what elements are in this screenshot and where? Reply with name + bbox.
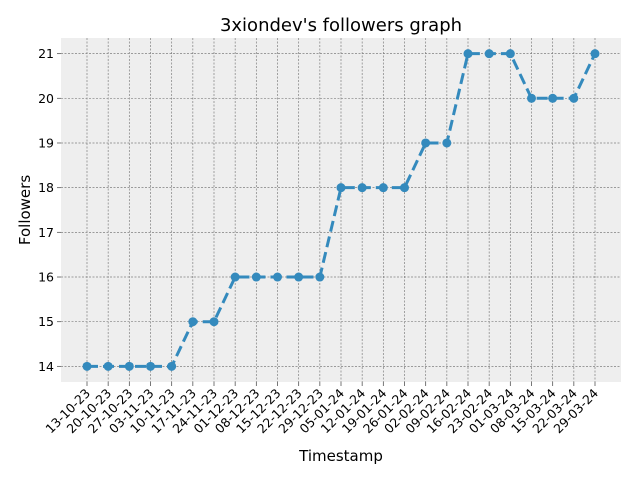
data-point — [273, 272, 282, 282]
data-point — [124, 361, 134, 371]
data-point — [188, 317, 198, 327]
data-point — [484, 49, 494, 59]
data-point — [463, 49, 473, 59]
data-point — [527, 93, 536, 103]
y-tick-label: 16 — [38, 270, 54, 285]
data-point — [505, 49, 515, 59]
y-tick-label: 20 — [38, 91, 54, 106]
data-point — [103, 361, 113, 371]
y-tick-label: 18 — [38, 180, 54, 195]
y-tick-label: 21 — [38, 46, 54, 61]
data-point — [590, 49, 600, 59]
grid-lines — [61, 38, 621, 382]
data-point — [146, 361, 155, 371]
data-point — [82, 361, 92, 371]
data-point — [421, 138, 431, 148]
y-tick-labels: 14 15 16 17 18 19 20 21 — [38, 46, 54, 374]
x-tick-labels: 13-10-2320-10-2327-10-2303-11-2310-11-23… — [42, 385, 601, 436]
data-point — [569, 93, 579, 103]
data-point — [251, 272, 261, 282]
data-point — [336, 183, 346, 193]
chart-title: 3xiondev's followers graph — [220, 15, 462, 36]
data-point — [357, 183, 367, 193]
y-tick-label: 17 — [38, 225, 54, 240]
tick-marks — [57, 53, 596, 386]
data-point — [209, 317, 219, 327]
data-point — [315, 272, 325, 282]
y-tick-label: 14 — [38, 359, 54, 374]
data-point — [400, 183, 409, 193]
y-tick-label: 19 — [38, 135, 54, 150]
data-point — [548, 93, 558, 103]
y-tick-label: 15 — [38, 314, 54, 329]
x-axis-label: Timestamp — [298, 447, 383, 465]
data-point — [167, 361, 177, 371]
series-markers — [82, 49, 600, 371]
data-point — [442, 138, 452, 148]
data-point — [378, 183, 388, 193]
data-point — [230, 272, 240, 282]
data-point — [294, 272, 304, 282]
y-axis-label: Followers — [16, 175, 34, 245]
